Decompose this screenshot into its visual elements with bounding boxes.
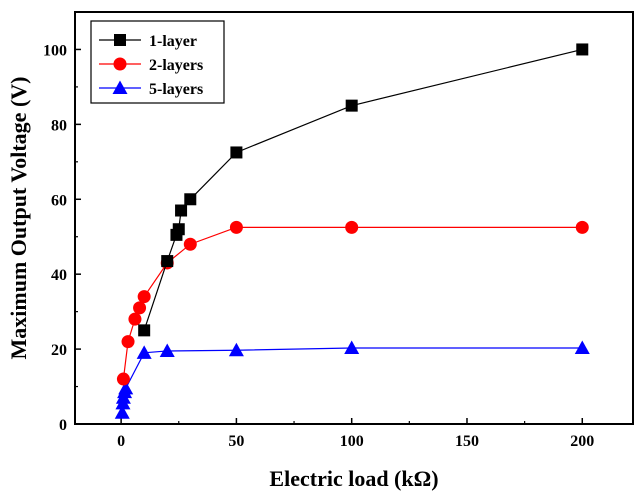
legend-item: 5-layers — [99, 80, 203, 98]
data-point — [575, 220, 589, 234]
plot-axes — [74, 11, 634, 425]
y-axis-title: Maximum Output Voltage (V) — [6, 77, 31, 360]
data-point — [172, 223, 185, 236]
data-point — [114, 405, 130, 419]
data-point — [133, 301, 147, 315]
legend-label: 1-layer — [149, 33, 197, 50]
x-tick-label: 50 — [228, 433, 244, 450]
legend: 1-layer 2-layers 5-layers — [90, 20, 225, 104]
y-tick-label: 40 — [51, 267, 67, 284]
series-1-layer — [138, 43, 589, 337]
series-line — [121, 347, 583, 413]
data-point — [230, 146, 243, 159]
plot-frame — [74, 11, 634, 425]
data-point — [159, 343, 175, 357]
legend-item: 2-layers — [99, 57, 203, 74]
data-point — [128, 312, 142, 326]
data-point — [138, 324, 151, 337]
data-point — [228, 342, 244, 357]
series-2-layers — [116, 220, 589, 386]
legend-item: 1-layer — [99, 33, 197, 50]
x-axis-title: Electric load (kΩ) — [269, 466, 438, 491]
data-point — [345, 220, 359, 234]
data-point — [576, 43, 589, 56]
data-point — [161, 255, 174, 268]
data-point — [116, 372, 130, 386]
data-point — [136, 345, 152, 359]
x-tick-label: 150 — [455, 433, 479, 450]
data-point — [184, 193, 197, 206]
y-tick-label: 100 — [43, 42, 67, 59]
data-point — [175, 204, 188, 217]
y-tick-label: 60 — [51, 192, 67, 209]
legend-box — [90, 20, 225, 104]
series-layer — [114, 43, 590, 419]
legend-marker — [114, 34, 126, 46]
legend-marker — [112, 80, 128, 94]
series-line — [122, 226, 583, 380]
data-point — [229, 220, 243, 234]
axis-ticks: 0 50 100 150 200 0 20 40 60 80 100 — [43, 42, 594, 450]
data-point — [574, 340, 590, 354]
x-tick-label: 200 — [570, 433, 594, 450]
y-tick-label: 0 — [59, 417, 67, 434]
data-point — [118, 380, 134, 395]
legend-label: 2-layers — [149, 57, 203, 74]
x-tick-label: 100 — [340, 433, 364, 450]
x-tick-label: 0 — [117, 433, 125, 450]
legend-marker — [113, 57, 127, 71]
series-5-layers — [114, 340, 590, 419]
data-point — [137, 290, 151, 304]
legend-label: 5-layers — [149, 81, 203, 98]
data-point — [345, 99, 358, 112]
y-tick-label: 80 — [51, 117, 67, 134]
data-point — [183, 237, 197, 251]
data-point — [121, 335, 135, 349]
data-point — [344, 340, 360, 354]
y-tick-label: 20 — [51, 342, 67, 359]
